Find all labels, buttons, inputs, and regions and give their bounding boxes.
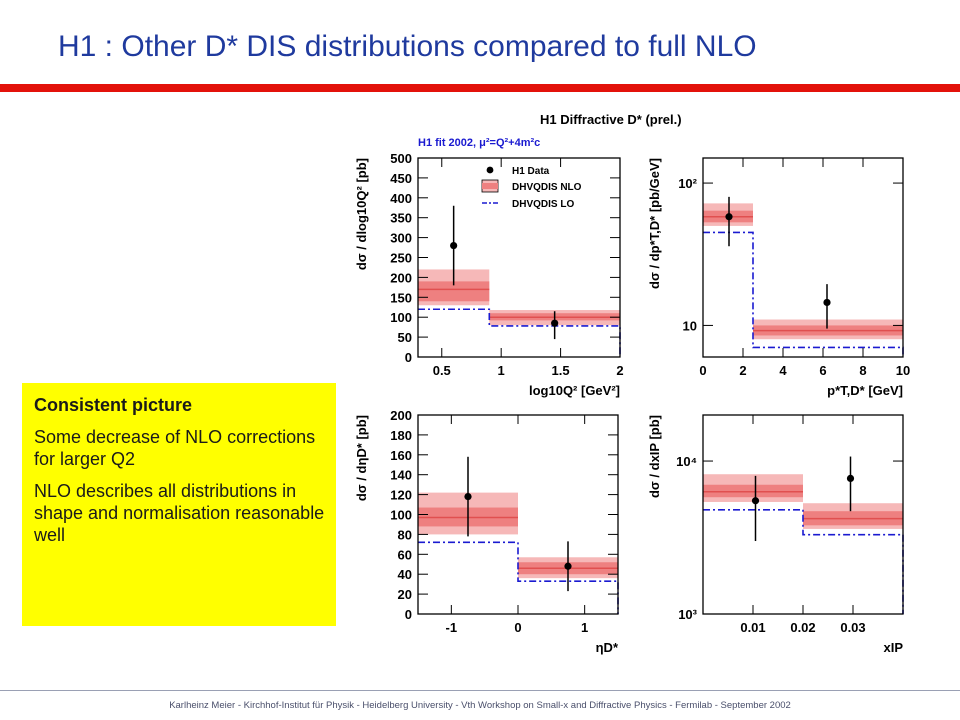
y-axis-label: dσ / dp*T,D* [pb/GeV] bbox=[647, 158, 662, 289]
data-point bbox=[846, 474, 855, 483]
slide-footer: Karlheinz Meier - Kirchhof-Institut für … bbox=[169, 700, 791, 711]
x-axis-label: p*T,D* [GeV] bbox=[827, 383, 903, 398]
legend-nlo-label: DHVQDIS NLO bbox=[512, 182, 582, 193]
x-tick-label: 0 bbox=[699, 363, 706, 378]
y-tick-label: 350 bbox=[390, 211, 412, 226]
x-tick-label: 1 bbox=[498, 363, 505, 378]
panel-top-right: 0 2 4 6 8 10 10 10² p*T,D* [GeV] dσ / dp*T,D* [pb… bbox=[647, 157, 910, 398]
y-tick-label: 120 bbox=[390, 488, 412, 503]
y-tick-label: 300 bbox=[390, 231, 412, 246]
y-tick-label: 450 bbox=[390, 171, 412, 186]
y-tick-label: 400 bbox=[390, 191, 412, 206]
y-tick-label: 50 bbox=[398, 330, 412, 345]
x-tick-label: 8 bbox=[859, 363, 866, 378]
y-tick-label: 140 bbox=[390, 468, 412, 483]
title-divider bbox=[0, 84, 960, 92]
y-axis-label: dσ / dηD* [pb] bbox=[354, 415, 369, 501]
x-tick-label: 0.02 bbox=[790, 620, 815, 635]
x-tick-label: 0.5 bbox=[433, 363, 451, 378]
y-tick-label: 200 bbox=[390, 408, 412, 423]
y-tick-label: 80 bbox=[398, 527, 412, 542]
y-tick-label: 250 bbox=[390, 251, 412, 266]
data-point bbox=[725, 213, 733, 221]
footer-divider bbox=[0, 690, 960, 691]
y-tick-label: 60 bbox=[398, 547, 412, 562]
legend: H1 Data DHVQDIS NLO DHVQDIS LO bbox=[481, 166, 582, 210]
y-axis-label: dσ / dxIP [pb] bbox=[647, 415, 662, 498]
y-tick-label: 0 bbox=[405, 350, 412, 365]
x-tick-label: 0.03 bbox=[840, 620, 865, 635]
y-axis-label: dσ / dlog10Q² [pb] bbox=[354, 158, 369, 270]
x-tick-label: 0 bbox=[514, 620, 521, 635]
y-tick-label: 100 bbox=[390, 310, 412, 325]
panel-frame bbox=[702, 157, 904, 358]
summary-item: Some decrease of NLO corrections for lar… bbox=[34, 427, 316, 469]
y-tick-label: 0 bbox=[405, 607, 412, 622]
x-tick-label: 0.01 bbox=[740, 620, 765, 635]
legend-data-label: H1 Data bbox=[512, 166, 550, 177]
summary-box: Consistent picture Some decrease of NLO … bbox=[22, 383, 336, 626]
figure-header: H1 Diffractive D* (prel.) bbox=[540, 112, 682, 127]
summary-heading: Consistent picture bbox=[34, 395, 193, 415]
y-tick-label: 10² bbox=[678, 176, 697, 191]
x-tick-label: 2 bbox=[739, 363, 746, 378]
y-tick-label: 500 bbox=[390, 151, 412, 166]
y-tick-label: 100 bbox=[390, 508, 412, 523]
data-point bbox=[551, 319, 559, 327]
x-tick-label: 4 bbox=[779, 363, 787, 378]
x-axis-label: log10Q² [GeV²] bbox=[529, 383, 620, 398]
fit-label: H1 fit 2002, μ²=Q²+4m²c bbox=[418, 137, 540, 149]
data-point bbox=[464, 492, 472, 501]
y-tick-label: 180 bbox=[390, 428, 412, 443]
nlo-inner-band bbox=[703, 484, 803, 498]
y-tick-label: 10 bbox=[683, 318, 697, 333]
legend-lo-label: DHVQDIS LO bbox=[512, 199, 574, 210]
y-tick-label: 20 bbox=[398, 587, 412, 602]
y-tick-label: 200 bbox=[390, 270, 412, 285]
y-tick-label: 10⁴ bbox=[676, 454, 697, 469]
y-tick-label: 10³ bbox=[678, 607, 697, 622]
lo-histogram bbox=[418, 541, 619, 614]
x-axis-label: xIP bbox=[883, 640, 903, 655]
panel-bottom-right: 0.01 0.02 0.03 10³ 10⁴ xIP dσ / dxIP [pb] bbox=[647, 414, 904, 655]
x-tick-label: -1 bbox=[446, 620, 458, 635]
data-point bbox=[823, 298, 831, 307]
data-point bbox=[564, 562, 572, 570]
x-tick-label: 6 bbox=[819, 363, 826, 378]
x-axis-label: ηD* bbox=[596, 640, 619, 655]
panel-top-left: 0.5 1 1.5 2 0 50 100 150 200 250 300 350 400 450 500 lo… bbox=[354, 151, 624, 398]
slide-title: H1 : Other D* DIS distributions compared… bbox=[58, 30, 757, 63]
y-tick-label: 160 bbox=[390, 448, 412, 463]
legend-data-marker bbox=[486, 166, 494, 174]
summary-item: NLO describes all distributions in shape… bbox=[34, 481, 325, 545]
x-tick-label: 1.5 bbox=[552, 363, 570, 378]
x-tick-label: 1 bbox=[581, 620, 588, 635]
y-tick-label: 40 bbox=[398, 567, 412, 582]
y-tick-label: 150 bbox=[390, 290, 412, 305]
legend-nlo-swatch-inner bbox=[482, 183, 498, 189]
nlo-inner-band bbox=[418, 281, 490, 302]
data-point bbox=[751, 497, 760, 505]
x-tick-label: 2 bbox=[616, 363, 623, 378]
x-tick-label: 10 bbox=[896, 363, 910, 378]
data-point bbox=[450, 241, 458, 250]
